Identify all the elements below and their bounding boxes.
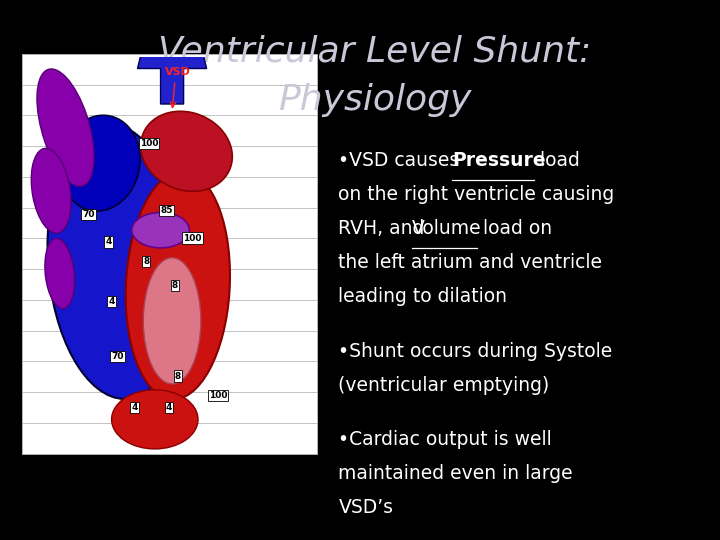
Text: 4: 4 bbox=[166, 403, 172, 412]
Text: VSD’s: VSD’s bbox=[338, 498, 393, 517]
Ellipse shape bbox=[140, 111, 233, 191]
Ellipse shape bbox=[112, 390, 198, 449]
Text: •Shunt occurs during Systole: •Shunt occurs during Systole bbox=[338, 342, 613, 361]
Text: 8: 8 bbox=[175, 372, 181, 381]
Text: 100: 100 bbox=[140, 139, 158, 148]
Text: (ventricular emptying): (ventricular emptying) bbox=[338, 376, 549, 395]
Ellipse shape bbox=[126, 171, 230, 400]
Text: leading to dilation: leading to dilation bbox=[338, 287, 508, 306]
Text: 4: 4 bbox=[109, 296, 114, 306]
Ellipse shape bbox=[60, 115, 140, 211]
Text: Pressure: Pressure bbox=[452, 151, 546, 170]
Text: load: load bbox=[534, 151, 580, 170]
Ellipse shape bbox=[37, 69, 94, 186]
Text: 8: 8 bbox=[143, 257, 149, 266]
Ellipse shape bbox=[132, 212, 189, 248]
Text: Volume: Volume bbox=[412, 219, 482, 238]
Text: RVH, and: RVH, and bbox=[338, 219, 431, 238]
FancyBboxPatch shape bbox=[22, 54, 317, 454]
Text: 4: 4 bbox=[132, 403, 138, 412]
Text: 70: 70 bbox=[82, 210, 95, 219]
Ellipse shape bbox=[45, 238, 75, 309]
Ellipse shape bbox=[143, 258, 201, 384]
FancyArrow shape bbox=[138, 0, 207, 104]
Text: Ventricular Level Shunt:: Ventricular Level Shunt: bbox=[158, 35, 591, 68]
Text: load on: load on bbox=[477, 219, 552, 238]
Text: •VSD causes: •VSD causes bbox=[338, 151, 466, 170]
Text: 4: 4 bbox=[106, 238, 112, 246]
Ellipse shape bbox=[48, 124, 187, 399]
Text: VSD: VSD bbox=[165, 68, 191, 77]
Text: maintained even in large: maintained even in large bbox=[338, 464, 573, 483]
Text: Physiology: Physiology bbox=[278, 83, 471, 117]
Text: the left atrium and ventricle: the left atrium and ventricle bbox=[338, 253, 603, 272]
Text: 100: 100 bbox=[183, 233, 202, 242]
Ellipse shape bbox=[31, 148, 71, 233]
Text: 8: 8 bbox=[172, 281, 178, 290]
Text: 100: 100 bbox=[209, 391, 228, 400]
Text: 70: 70 bbox=[111, 352, 124, 361]
Text: on the right ventricle causing: on the right ventricle causing bbox=[338, 185, 615, 204]
Text: 85: 85 bbox=[160, 206, 173, 215]
Text: •Cardiac output is well: •Cardiac output is well bbox=[338, 430, 552, 449]
